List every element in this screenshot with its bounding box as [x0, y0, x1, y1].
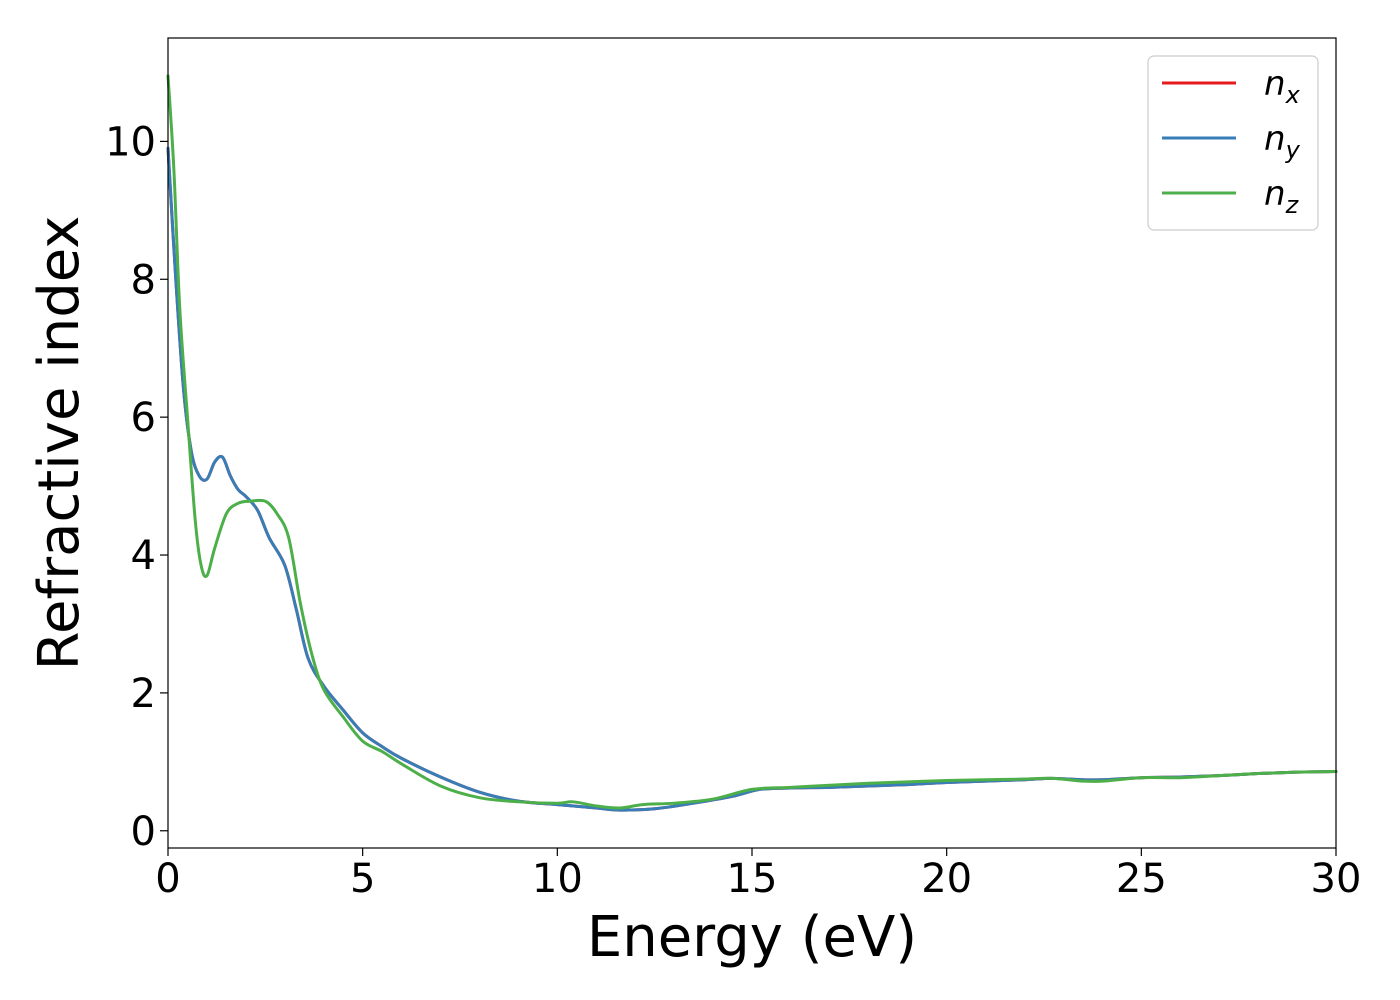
y-axis-label: Refractive index [27, 216, 92, 671]
x-tick-label: 0 [155, 856, 180, 902]
series-layer [166, 74, 1338, 812]
y-tick-label: 0 [131, 809, 156, 855]
x-axis-ticks: 0 5 10 15 20 25 30 [155, 848, 1361, 902]
y-tick-label: 10 [105, 119, 156, 165]
x-tick-label: 20 [921, 856, 972, 902]
x-axis-label: Energy (eV) [587, 905, 917, 970]
x-tick-label: 30 [1311, 856, 1362, 902]
y-tick-label: 8 [131, 257, 156, 303]
y-tick-label: 2 [131, 671, 156, 717]
y-tick-label: 4 [131, 533, 156, 579]
legend-box [1147, 55, 1319, 231]
legend: nx ny nz [1147, 55, 1319, 231]
legend-label-nz: nz [1264, 174, 1300, 219]
y-tick-label: 6 [131, 395, 156, 441]
x-tick-label: 15 [727, 856, 778, 902]
legend-label-nx: nx [1264, 64, 1301, 109]
legend-label-ny: ny [1264, 119, 1301, 164]
x-tick-label: 25 [1116, 856, 1167, 902]
series-line-nz [166, 74, 1338, 810]
y-axis-ticks: 0 2 4 6 8 10 [105, 119, 168, 855]
x-tick-label: 5 [350, 856, 375, 902]
x-tick-label: 10 [532, 856, 583, 902]
